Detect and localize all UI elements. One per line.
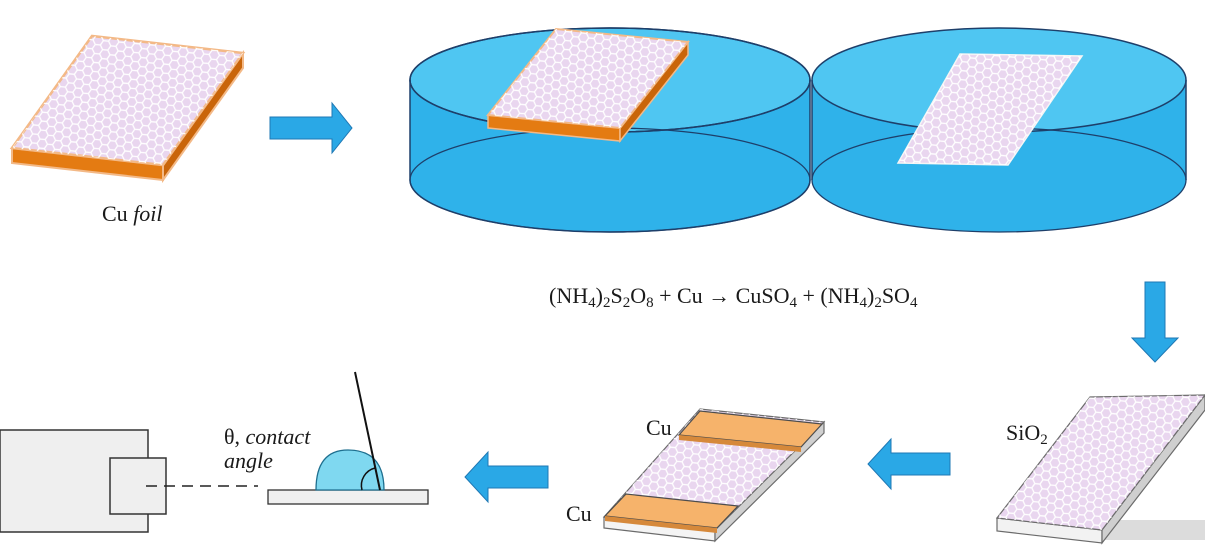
cu-foil-block [9,34,246,184]
tangent-line [354,371,381,491]
right-arrow-icon [269,101,353,155]
left-arrow-icon [867,437,951,491]
camera-icon [0,429,149,533]
camera-lens [109,457,167,515]
sio2-label: SiO2 [1006,420,1048,448]
etching-dish-1 [409,27,811,233]
cu-top-label: Cu [646,415,672,440]
water-droplet-icon [315,449,385,491]
etching-dish-2 [811,27,1187,233]
reaction-equation: (NH4)2S2O8 + Cu → CuSO4 + (NH4)2SO4 [549,283,918,311]
cu-bottom-label: Cu [566,501,592,526]
left-arrow-icon [464,450,549,504]
cu-foil-label: Cu foil [102,201,163,226]
down-arrow-icon [1130,281,1180,363]
graphene-device-with-cu-pads [602,408,826,543]
angle-arc [360,467,376,491]
graphene-hex-pattern [12,36,243,165]
contact-angle-setup [0,371,429,533]
contact-angle-label: θ, contact angle [224,424,311,473]
sample-stage [267,489,429,505]
cu-pad-bottom [603,493,740,529]
sio2-substrate [995,394,1205,545]
